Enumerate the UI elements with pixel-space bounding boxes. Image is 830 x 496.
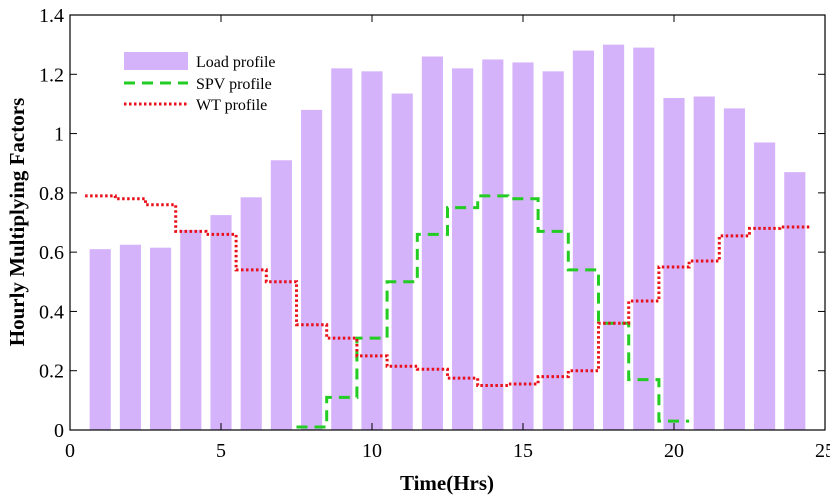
load-bar-4 [180, 229, 202, 430]
y-tick-label: 1.4 [39, 5, 64, 27]
y-tick-label: 0.8 [39, 183, 64, 205]
load-bar-3 [150, 247, 172, 430]
load-bar-1 [89, 249, 111, 430]
load-bar-10 [361, 71, 383, 430]
x-tick-label: 15 [513, 440, 533, 462]
load-bar-20 [663, 98, 685, 430]
x-tick-label: 20 [664, 440, 684, 462]
legend-label-wt: WT profile [196, 97, 267, 114]
y-tick-label: 0.4 [39, 301, 64, 323]
legend-swatch-load [124, 52, 188, 70]
load-bar-21 [693, 96, 715, 431]
load-bar-14 [482, 59, 504, 431]
load-bar-17 [572, 50, 594, 430]
legend-label-spv: SPV profile [196, 76, 272, 93]
y-axis-title: Hourly Multiplying Factors [5, 98, 29, 347]
load-bar-13 [452, 68, 474, 431]
load-bar-6 [240, 197, 262, 430]
load-bar-15 [512, 62, 534, 431]
axis-ticks: 0 5 10 15 20 25 0 0.2 0.4 0.6 0.8 1 1.2 1.4 [39, 5, 830, 462]
load-bar-22 [723, 108, 745, 431]
y-tick-label: 1.2 [39, 64, 64, 86]
load-bar-23 [754, 142, 776, 430]
x-tick-label: 5 [216, 440, 226, 462]
load-bar-19 [633, 47, 655, 431]
x-tick-label: 0 [65, 440, 75, 462]
x-axis-title: Time(Hrs) [400, 471, 494, 495]
load-bar-8 [301, 109, 323, 431]
load-bar-2 [119, 244, 141, 430]
load-bars [89, 44, 806, 431]
y-tick-label: 1 [54, 124, 64, 146]
load-bar-7 [270, 160, 292, 430]
y-tick-label: 0.6 [39, 242, 64, 264]
load-bar-24 [784, 172, 806, 431]
x-tick-label: 10 [362, 440, 382, 462]
load-bar-16 [542, 71, 564, 430]
y-tick-label: 0 [54, 420, 64, 442]
load-bar-9 [331, 68, 353, 431]
x-tick-label: 25 [815, 440, 830, 462]
profile-lines [85, 194, 810, 429]
load-bar-12 [421, 56, 443, 430]
legend-label-load: Load profile [196, 54, 276, 71]
load-bar-18 [603, 44, 625, 430]
load-bar-5 [210, 215, 232, 430]
y-tick-label: 0.2 [39, 361, 64, 383]
load-bar-11 [391, 93, 413, 431]
plot-frame [69, 14, 826, 431]
legend: Load profile SPV profile WT profile [124, 52, 276, 114]
wt-profile-line [85, 194, 810, 388]
